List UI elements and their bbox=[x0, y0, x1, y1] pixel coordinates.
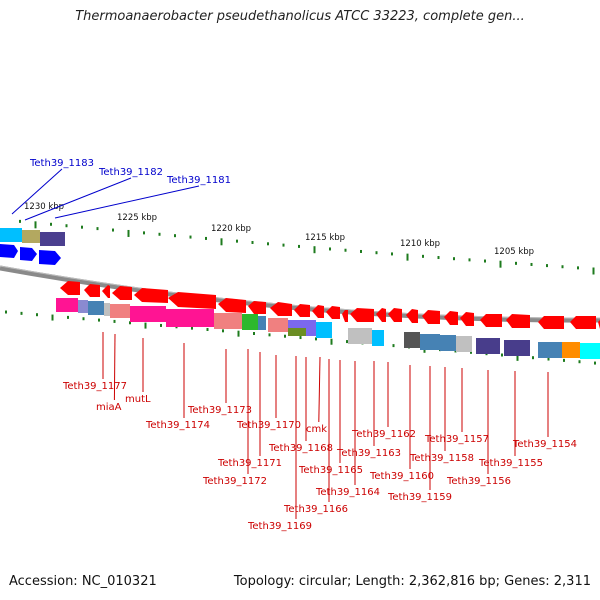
gene-box[interactable] bbox=[56, 298, 78, 312]
gene-arrow[interactable] bbox=[20, 247, 37, 261]
gene-label[interactable]: Teth39_1162 bbox=[351, 429, 416, 440]
scale-label: 1205 kbp bbox=[494, 247, 534, 257]
scale-labels: 1230 kbp 1225 kbp 1220 kbp 1215 kbp 1210 kbp… bbox=[24, 202, 534, 257]
gene-arrow[interactable] bbox=[60, 281, 80, 295]
gene-arrow[interactable] bbox=[312, 305, 324, 318]
scale-label: 1210 kbp bbox=[400, 239, 440, 249]
gene-box[interactable] bbox=[476, 338, 500, 354]
gene-box[interactable] bbox=[288, 320, 306, 328]
gene-arrow[interactable] bbox=[480, 314, 502, 327]
gene-arrow[interactable] bbox=[342, 310, 348, 322]
scale-label: 1230 kbp bbox=[24, 202, 64, 212]
gene-arrow[interactable] bbox=[406, 309, 418, 323]
gene-arrow[interactable] bbox=[570, 316, 596, 329]
gene-box[interactable] bbox=[268, 318, 288, 332]
gene-label[interactable]: Teth39_1168 bbox=[268, 443, 333, 454]
gene-box[interactable] bbox=[22, 230, 40, 243]
gene-arrow[interactable] bbox=[326, 306, 340, 319]
gene-label[interactable]: Teth39_1160 bbox=[369, 471, 434, 482]
gene-label[interactable]: Teth39_1182 bbox=[98, 167, 163, 178]
gene-box[interactable] bbox=[306, 320, 316, 336]
gene-arrow[interactable] bbox=[460, 312, 474, 326]
gene-arrow[interactable] bbox=[168, 292, 216, 309]
gene-label[interactable]: Teth39_1181 bbox=[166, 175, 231, 186]
gene-label[interactable]: mutL bbox=[125, 394, 151, 405]
gene-arrow[interactable] bbox=[248, 301, 266, 314]
gene-box[interactable] bbox=[40, 232, 65, 246]
gene-label[interactable]: Teth39_1163 bbox=[336, 448, 401, 459]
gene-box[interactable] bbox=[110, 304, 130, 318]
gene-label[interactable]: Teth39_1172 bbox=[202, 476, 267, 487]
gene-box[interactable] bbox=[504, 340, 530, 356]
gene-label[interactable]: Teth39_1155 bbox=[478, 458, 543, 469]
gene-arrow[interactable] bbox=[538, 316, 564, 329]
gene-box[interactable] bbox=[348, 328, 372, 344]
gene-label[interactable]: miaA bbox=[96, 402, 122, 413]
gene-arrow[interactable] bbox=[506, 314, 530, 328]
gene-label[interactable]: Teth39_1169 bbox=[247, 521, 312, 532]
gene-arrow[interactable] bbox=[444, 311, 458, 325]
gene-box[interactable] bbox=[420, 334, 440, 350]
gene-label[interactable]: Teth39_1159 bbox=[387, 492, 452, 503]
gene-arrow[interactable] bbox=[84, 284, 100, 297]
gene-arrow[interactable] bbox=[102, 285, 110, 298]
gene-box[interactable] bbox=[104, 303, 110, 316]
gene-box[interactable] bbox=[372, 330, 384, 346]
gene-label[interactable]: Teth39_1183 bbox=[29, 158, 94, 169]
accession-label: Accession: NC_010321 bbox=[9, 574, 157, 589]
tick-marks bbox=[5, 219, 596, 365]
gene-box[interactable] bbox=[130, 306, 166, 322]
gene-label[interactable]: Teth39_1157 bbox=[424, 434, 489, 445]
gene-arrow[interactable] bbox=[218, 298, 246, 313]
gene-arrow[interactable] bbox=[350, 308, 374, 322]
gene-box[interactable] bbox=[538, 342, 562, 358]
gene-box[interactable] bbox=[562, 342, 580, 358]
gene-arrow[interactable] bbox=[270, 302, 292, 316]
gene-arrow[interactable] bbox=[39, 250, 61, 265]
gene-box[interactable] bbox=[440, 335, 456, 351]
gene-arrow[interactable] bbox=[112, 286, 132, 300]
gene-label[interactable]: Teth39_1165 bbox=[298, 465, 363, 476]
gene-box[interactable] bbox=[242, 314, 258, 330]
gene-box[interactable] bbox=[78, 300, 88, 313]
gene-box[interactable] bbox=[88, 301, 104, 315]
gene-arrow[interactable] bbox=[294, 304, 310, 317]
gene-label[interactable]: Teth39_1154 bbox=[512, 439, 577, 450]
gene-arrow[interactable] bbox=[388, 308, 402, 322]
scale-label: 1215 kbp bbox=[305, 233, 345, 243]
gene-label[interactable]: Teth39_1166 bbox=[283, 504, 348, 515]
map-title: Thermoanaerobacter pseudethanolicus ATCC… bbox=[75, 9, 525, 24]
topology-label: Topology: circular; Length: 2,362,816 bp… bbox=[233, 574, 591, 589]
scale-label: 1225 kbp bbox=[117, 213, 157, 223]
gene-arrow[interactable] bbox=[376, 308, 386, 322]
forward-strand-genes bbox=[0, 228, 65, 265]
gene-box[interactable] bbox=[316, 322, 332, 338]
gene-arrow[interactable] bbox=[422, 310, 440, 324]
gene-box[interactable] bbox=[258, 316, 266, 330]
gene-label-leaders bbox=[11, 168, 549, 519]
gene-box[interactable] bbox=[580, 343, 600, 359]
gene-box[interactable] bbox=[166, 309, 214, 327]
gene-label[interactable]: Teth39_1170 bbox=[236, 420, 301, 431]
gene-box[interactable] bbox=[288, 328, 306, 336]
gene-label[interactable]: Teth39_1164 bbox=[315, 487, 380, 498]
gene-label[interactable]: cmk bbox=[306, 424, 327, 435]
gene-label[interactable]: Teth39_1177 bbox=[62, 381, 127, 392]
category-boxes bbox=[56, 298, 600, 359]
gene-box[interactable] bbox=[404, 332, 420, 348]
gene-label[interactable]: Teth39_1158 bbox=[409, 453, 474, 464]
scale-label: 1220 kbp bbox=[211, 224, 251, 234]
gene-box[interactable] bbox=[214, 313, 242, 329]
gene-label[interactable]: Teth39_1173 bbox=[187, 405, 252, 416]
gene-label[interactable]: Teth39_1174 bbox=[145, 420, 210, 431]
gene-label[interactable]: Teth39_1156 bbox=[446, 476, 511, 487]
gene-box[interactable] bbox=[0, 228, 22, 242]
gene-label[interactable]: Teth39_1171 bbox=[217, 458, 282, 469]
gene-arrow[interactable] bbox=[134, 288, 168, 303]
gene-arrow[interactable] bbox=[0, 244, 18, 258]
gene-box[interactable] bbox=[456, 336, 472, 352]
